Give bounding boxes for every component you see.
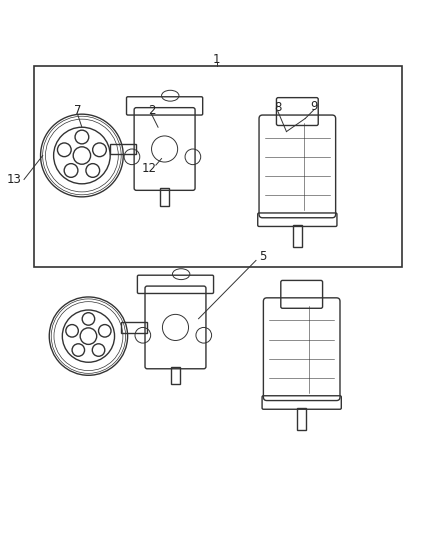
- Text: 12: 12: [142, 162, 157, 175]
- Bar: [34, 66, 402, 266]
- Text: 8: 8: [274, 101, 282, 114]
- Text: 7: 7: [74, 104, 81, 117]
- Text: 2: 2: [148, 104, 155, 117]
- Text: 13: 13: [7, 173, 22, 186]
- Bar: [293, 225, 302, 247]
- Text: 9: 9: [310, 100, 318, 113]
- Text: 1: 1: [213, 53, 221, 66]
- Bar: [171, 367, 180, 384]
- Bar: [110, 143, 136, 155]
- Text: 5: 5: [259, 251, 266, 263]
- Bar: [297, 408, 306, 430]
- Bar: [160, 188, 169, 206]
- Bar: [121, 322, 147, 333]
